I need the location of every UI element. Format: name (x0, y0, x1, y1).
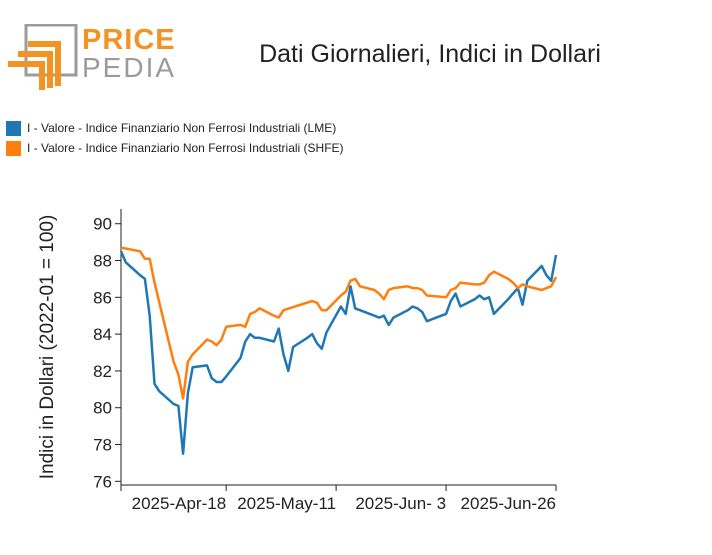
legend-swatch-lme (6, 120, 21, 136)
y-tick-label: 76 (93, 472, 112, 491)
chart-title: Dati Giornalieri, Indici in Dollari (259, 40, 601, 68)
x-tick-label: 2025-Jun- 3 (355, 494, 446, 513)
legend-item-lme[interactable]: I - Valore - Indice Finanziario Non Ferr… (6, 118, 344, 138)
legend-swatch-shfe (6, 140, 21, 156)
x-tick-label: 2025-Jun-26 (461, 494, 556, 513)
legend-label-shfe: I - Valore - Indice Finanziario Non Ferr… (27, 141, 344, 155)
x-axis: 2025-Apr-18 2025-May-11 2025-Jun- 3 2025-Ju… (120, 484, 557, 513)
legend-item-shfe[interactable]: I - Valore - Indice Finanziario Non Ferr… (6, 138, 344, 158)
series-line-shfe (120, 246, 558, 400)
chart-legend: I - Valore - Indice Finanziario Non Ferr… (6, 118, 344, 158)
y-tick-label: 78 (93, 436, 112, 455)
y-tick-label: 86 (93, 288, 112, 307)
logo-text-price: PRICE (82, 24, 176, 56)
y-tick-label: 80 (93, 399, 112, 418)
series-lines (119, 246, 558, 455)
legend-label-lme: I - Valore - Indice Finanziario Non Ferr… (27, 121, 337, 135)
y-tick-label: 90 (93, 215, 112, 234)
x-tick-label: 2025-May-11 (237, 494, 336, 513)
y-axis: 76 78 80 82 84 86 88 90 (93, 209, 122, 491)
y-axis-label: Indici in Dollari (2022-01 = 100) (37, 215, 58, 480)
pricepedia-logo: PRICE PEDIA (8, 24, 175, 92)
x-tick-label: 2025-Apr-18 (132, 494, 227, 513)
y-tick-label: 88 (93, 252, 112, 271)
logo-text-pedia: PEDIA (82, 52, 177, 83)
y-tick-label: 82 (93, 362, 112, 381)
series-line-lme (119, 250, 558, 455)
y-tick-label: 84 (93, 325, 112, 344)
logo-mark-icon (8, 24, 78, 90)
